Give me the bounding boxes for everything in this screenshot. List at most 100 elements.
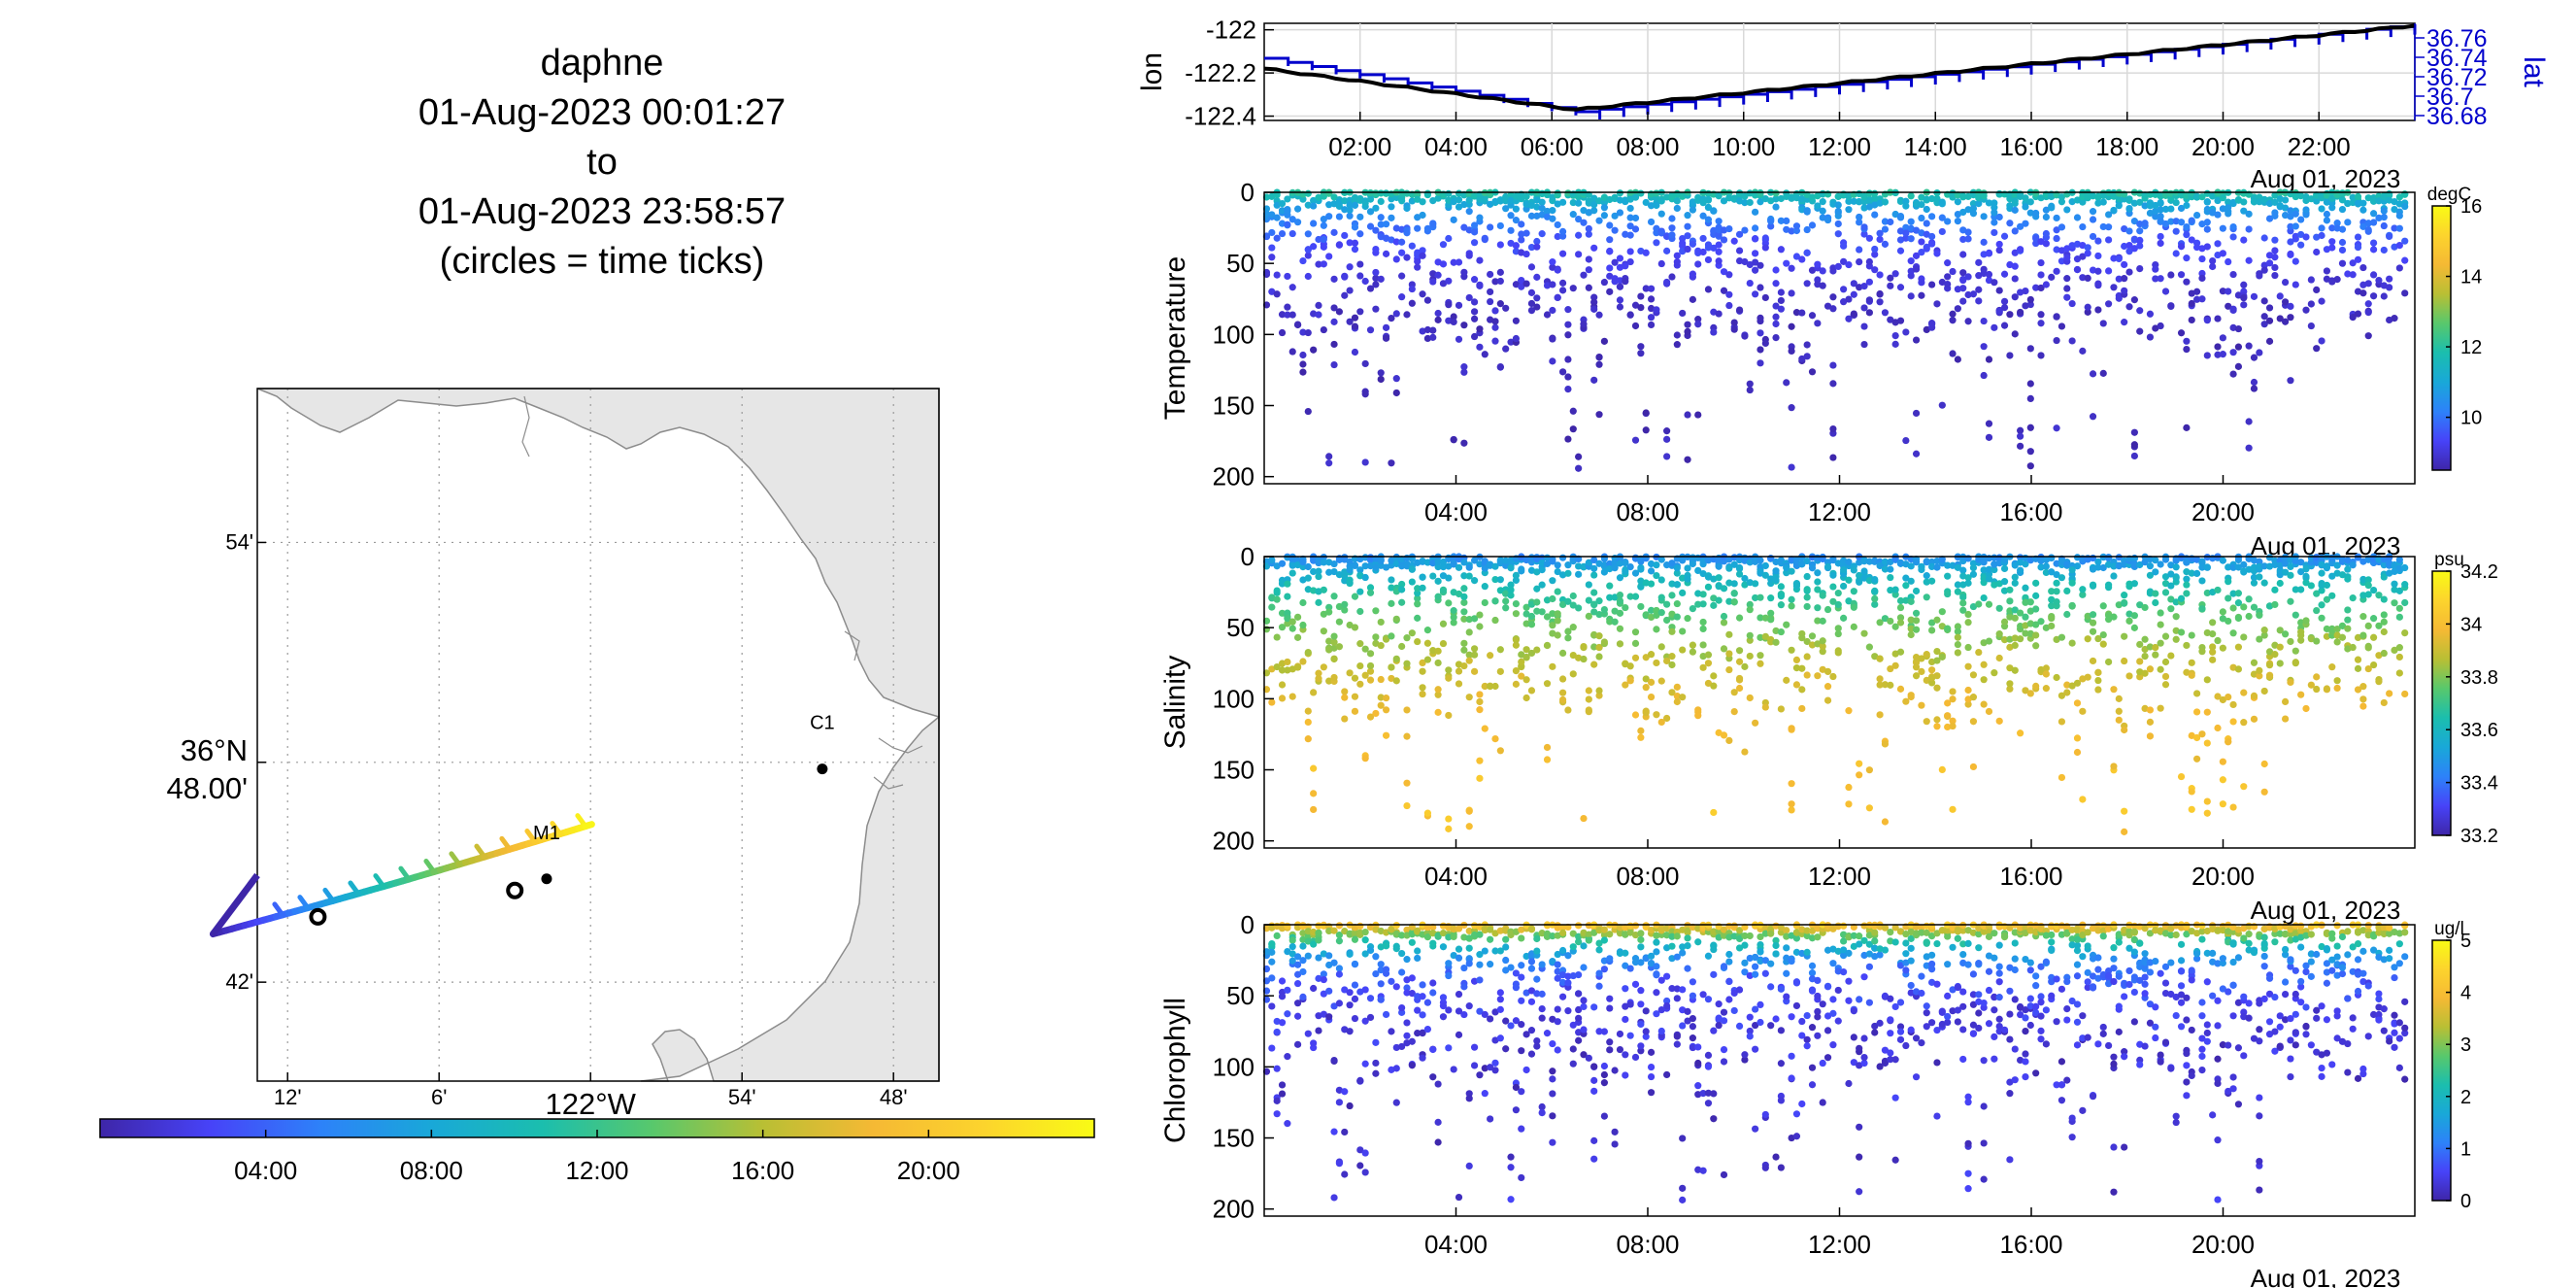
data-point xyxy=(1439,639,1448,648)
data-point xyxy=(2391,315,2398,322)
data-point xyxy=(1366,285,1375,292)
data-point xyxy=(1871,1029,1879,1036)
data-point xyxy=(1606,247,1614,255)
data-point xyxy=(1414,600,1422,608)
data-point xyxy=(2121,632,2128,640)
data-point xyxy=(2219,194,2226,202)
data-point xyxy=(1341,291,1349,299)
data-point xyxy=(2313,637,2321,645)
data-point xyxy=(1663,278,1671,287)
salinity-points xyxy=(1262,553,2409,835)
data-point xyxy=(2172,635,2180,643)
data-point xyxy=(1455,1193,1463,1202)
data-point xyxy=(2011,293,2019,301)
data-point xyxy=(1445,825,1453,832)
data-point xyxy=(2011,573,2019,581)
data-point xyxy=(2026,448,2034,456)
data-point xyxy=(1783,944,1790,952)
data-point xyxy=(1439,620,1448,627)
data-point xyxy=(1320,990,1327,998)
data-point xyxy=(1481,682,1489,691)
data-point xyxy=(1720,612,1728,621)
data-point xyxy=(1694,1091,1702,1099)
data-point xyxy=(1954,983,1961,992)
data-point xyxy=(1689,1023,1696,1031)
data-point xyxy=(1860,1059,1868,1068)
data-point xyxy=(1637,602,1645,611)
data-point xyxy=(2167,652,2175,660)
data-point xyxy=(2152,643,2159,652)
data-point xyxy=(1616,1045,1624,1054)
data-point xyxy=(1377,996,1385,1003)
data-point xyxy=(1928,213,1936,220)
data-point xyxy=(1756,947,1764,956)
data-point xyxy=(1361,1169,1369,1176)
data-point xyxy=(1606,564,1614,573)
data-point xyxy=(2057,193,2066,201)
data-point xyxy=(1439,241,1448,249)
data-point xyxy=(1502,1045,1510,1053)
data-point xyxy=(1923,245,1930,253)
data-point xyxy=(1720,963,1728,970)
data-point xyxy=(1891,591,1899,598)
data-point xyxy=(1450,318,1457,326)
data-point xyxy=(1881,1046,1890,1054)
data-point xyxy=(1403,254,1411,261)
data-point xyxy=(1783,969,1790,977)
data-point xyxy=(2130,296,2138,304)
data-point xyxy=(2260,195,2268,204)
data-point xyxy=(1419,667,1426,675)
data-point xyxy=(1694,260,1702,268)
data-point xyxy=(2094,686,2102,694)
data-point xyxy=(1398,586,1406,593)
data-point xyxy=(1356,922,1364,930)
data-point xyxy=(1684,942,1691,950)
data-point xyxy=(1767,609,1775,617)
data-point xyxy=(1772,203,1780,211)
data-point xyxy=(1668,580,1676,588)
data-point xyxy=(1558,924,1567,932)
data-point xyxy=(1699,663,1707,671)
data-point xyxy=(1699,1089,1707,1098)
data-point xyxy=(2017,308,2024,317)
data-point xyxy=(1382,731,1390,739)
data-point xyxy=(1554,1018,1561,1026)
data-point xyxy=(1631,593,1640,600)
data-point xyxy=(1569,670,1577,678)
data-point xyxy=(1361,1060,1369,1068)
data-point xyxy=(1772,941,1780,950)
data-point xyxy=(1351,201,1359,209)
data-point xyxy=(1944,992,1952,1000)
data-point xyxy=(2000,297,2009,305)
data-point xyxy=(2099,198,2107,206)
data-point xyxy=(2333,561,2341,569)
data-point xyxy=(1575,464,1583,472)
data-point xyxy=(1715,226,1723,234)
data-point xyxy=(1788,806,1795,814)
data-point xyxy=(2240,207,2248,215)
data-point xyxy=(2161,205,2170,214)
data-point xyxy=(2354,244,2362,252)
station-marker xyxy=(817,763,828,775)
data-point xyxy=(2032,592,2040,599)
data-point xyxy=(1637,350,1645,357)
data-point xyxy=(1907,257,1915,265)
data-point xyxy=(1595,969,1603,977)
data-point xyxy=(1823,1027,1832,1034)
data-point xyxy=(1366,584,1375,592)
data-point xyxy=(1616,949,1624,958)
data-point xyxy=(1985,967,1993,975)
data-point xyxy=(1912,559,1921,566)
data-point xyxy=(2006,1078,2014,1086)
data-point xyxy=(1964,290,1972,299)
data-point xyxy=(1455,563,1463,571)
data-point xyxy=(2026,966,2034,974)
data-point xyxy=(1414,1006,1422,1014)
data-point xyxy=(2395,587,2403,594)
data-point xyxy=(1330,655,1338,663)
data-point xyxy=(2287,250,2294,258)
data-point xyxy=(1689,605,1696,613)
data-point xyxy=(1361,573,1369,582)
data-point xyxy=(1434,659,1442,667)
data-point xyxy=(1445,711,1453,720)
